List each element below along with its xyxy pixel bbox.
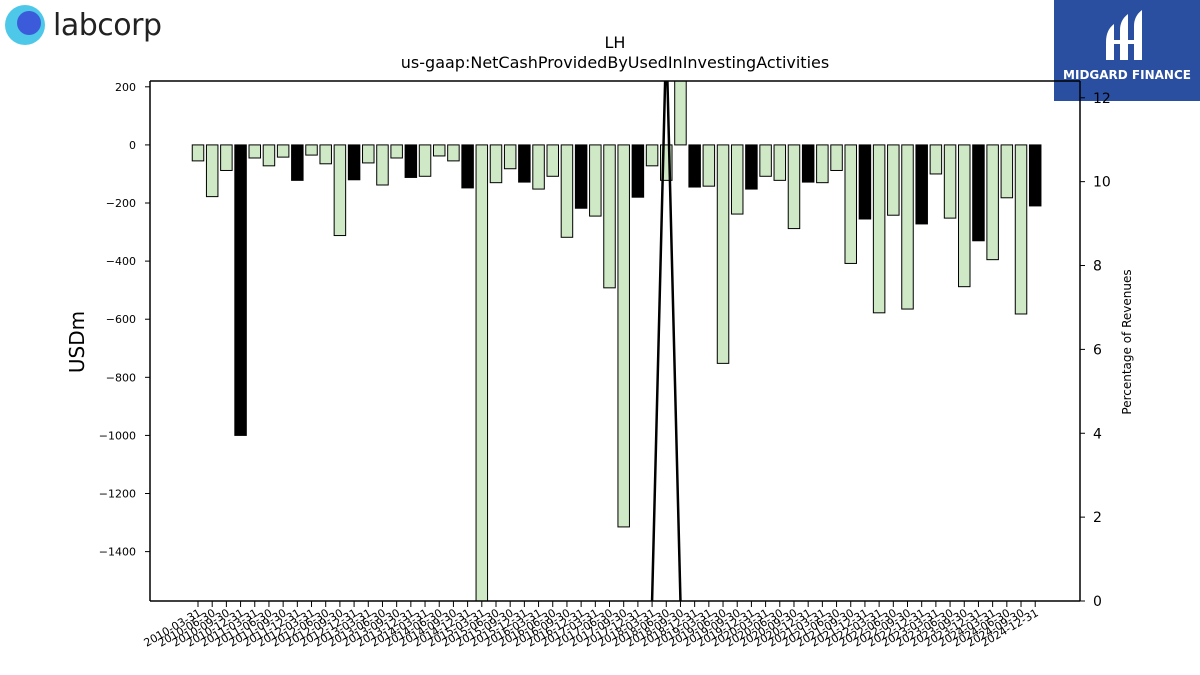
chart-subtitle: us-gaap:NetCashProvidedByUsedInInvesting…	[401, 53, 829, 72]
line-layer	[650, 81, 682, 601]
bar-2016-06-30	[546, 144, 559, 177]
bar-2014-03-31	[418, 144, 432, 177]
labcorp-logo: labcorp	[5, 5, 162, 45]
bar-2015-03-31	[475, 144, 489, 602]
bar-2013-09-30	[390, 144, 403, 159]
bar-2018-03-31	[645, 144, 659, 167]
axes: 200 0 −200 −400 −600 −800 −1000 −1200 −1400 0 2 4 6 8…	[99, 80, 1111, 650]
chart-title: LH	[605, 33, 626, 52]
y-right-tick-label: 4	[1093, 426, 1102, 442]
bar-2021-09-30	[844, 144, 857, 264]
bar-2022-06-30	[887, 144, 900, 216]
y-right-tick-label: 12	[1093, 91, 1111, 107]
y-tick-label: −1200	[99, 488, 136, 501]
bar-2010-12-31	[234, 144, 247, 436]
bar-2020-09-30	[787, 144, 801, 230]
bar-2019-09-30	[730, 144, 744, 215]
midgard-finance-text: MIDGARD FINANCE	[1063, 68, 1191, 82]
bar-2022-12-31	[915, 144, 928, 225]
bar-2013-06-30	[376, 144, 389, 186]
y-tick-label: −200	[106, 197, 136, 210]
bar-2022-09-30	[901, 144, 914, 310]
y-right-tick-label: 0	[1093, 594, 1102, 610]
bar-2017-12-31	[631, 144, 645, 198]
y-tick-label: −400	[106, 255, 136, 268]
bar-2019-12-31	[745, 144, 758, 190]
bar-2015-06-30	[489, 144, 503, 184]
bar-2014-06-30	[432, 144, 446, 157]
bar-2024-03-31	[986, 144, 999, 261]
bar-2023-03-31	[929, 144, 943, 175]
bar-2012-12-31	[347, 144, 361, 181]
bar-2023-09-30	[958, 144, 971, 288]
y-axis-right-label: Percentage of Revenues	[1120, 269, 1134, 414]
bar-2017-06-30	[603, 144, 616, 289]
y-tick-label: −800	[106, 371, 136, 384]
y-right-tick-label: 2	[1093, 510, 1102, 526]
bar-2010-03-31	[191, 144, 205, 162]
labcorp-logo-icon	[5, 5, 45, 45]
bar-2019-06-30	[716, 144, 730, 364]
bar-2024-09-30	[1014, 144, 1028, 315]
bar-2018-06-30	[660, 144, 673, 181]
bar-2024-06-30	[1000, 144, 1014, 199]
y-axis-label: USDm	[65, 311, 89, 373]
bar-2010-06-30	[205, 144, 219, 198]
bar-2023-12-31	[972, 144, 985, 242]
y-tick-label: 200	[115, 81, 136, 94]
bar-2012-06-30	[319, 144, 332, 165]
midgard-emblem-icon	[1106, 10, 1142, 60]
bar-2016-03-31	[532, 144, 545, 190]
bar-2011-12-31	[291, 144, 304, 181]
bar-2013-12-31	[404, 144, 418, 178]
bar-2015-09-30	[503, 144, 517, 170]
y-tick-label: −600	[106, 313, 136, 326]
bar-2024-12-31	[1028, 144, 1042, 207]
bar-2014-09-30	[447, 144, 460, 162]
bar-2023-06-30	[943, 144, 957, 219]
bar-2014-12-31	[461, 144, 474, 189]
bar-2022-03-31	[872, 144, 886, 314]
bar-2016-12-31	[574, 144, 588, 209]
bar-2021-06-30	[830, 144, 843, 171]
bar-2021-12-31	[858, 144, 872, 220]
bar-2010-09-30	[220, 144, 233, 171]
bar-2020-12-31	[801, 144, 815, 183]
bar-2011-03-31	[248, 144, 262, 159]
bar-2020-03-31	[759, 144, 772, 177]
bar-2017-09-30	[617, 144, 630, 528]
bar-2011-06-30	[262, 144, 276, 167]
y-tick-label: −1000	[99, 429, 136, 442]
y-right-tick-label: 6	[1093, 342, 1102, 358]
labcorp-logo-text: labcorp	[53, 7, 162, 43]
bar-2018-09-30	[674, 80, 687, 146]
bar-2020-06-30	[773, 144, 787, 181]
bars	[191, 80, 1042, 602]
y-right-tick-label: 10	[1093, 175, 1111, 191]
y-right-tick-label: 8	[1093, 259, 1102, 275]
y-tick-label: 0	[129, 139, 136, 152]
midgard-finance-logo: MIDGARD FINANCE	[1054, 0, 1200, 101]
bar-2016-09-30	[560, 144, 574, 238]
bar-2018-12-31	[688, 144, 701, 188]
bar-2012-03-31	[305, 144, 318, 156]
bar-2019-03-31	[702, 144, 716, 187]
bar-2013-03-31	[362, 144, 375, 164]
bar-2012-09-30	[333, 144, 347, 237]
bar-2015-12-31	[518, 144, 531, 183]
bar-2011-09-30	[276, 144, 290, 158]
bar-2017-03-31	[589, 144, 602, 217]
percentage-line	[650, 81, 682, 601]
bar-2021-03-31	[816, 144, 829, 184]
y-tick-label: −1400	[99, 546, 136, 559]
